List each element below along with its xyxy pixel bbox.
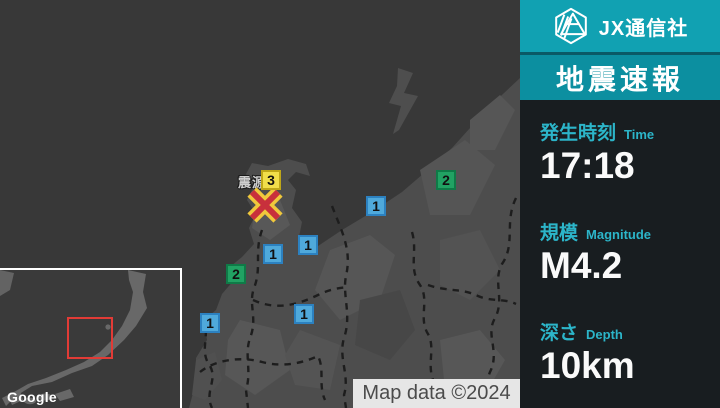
magnitude-label-ja: 規模 <box>540 223 579 244</box>
depth-label-en: Depth <box>586 327 623 342</box>
brand-name: JX通信社 <box>598 17 689 40</box>
intensity-marker: 1 <box>200 313 220 333</box>
magnitude-value: M4.2 <box>540 245 623 286</box>
quake-info-panel: 発生時刻 Time 17:18 規模 Magnitude M4.2 深さ Dep… <box>520 100 720 387</box>
time-value: 17:18 <box>540 145 635 186</box>
brand-header: JX通信社 <box>520 0 720 55</box>
overview-inset-map[interactable]: Google <box>0 268 182 408</box>
time-label-en: Time <box>624 127 655 142</box>
map-attribution: Map data ©2024 <box>353 379 520 408</box>
epicenter-x-icon <box>247 187 283 223</box>
alert-title-band: 地震速報 <box>520 55 720 100</box>
intensity-marker: 1 <box>298 235 318 255</box>
intensity-marker: 1 <box>294 304 314 324</box>
intensity-marker: 2 <box>436 170 456 190</box>
alert-title: 地震速報 <box>555 63 684 95</box>
section-depth: 深さ Depth 10km <box>540 318 720 387</box>
time-label-ja: 発生時刻 <box>540 123 617 144</box>
inset-japan-map <box>0 270 180 408</box>
depth-label-ja: 深さ <box>540 323 579 344</box>
section-magnitude: 規模 Magnitude M4.2 <box>540 218 720 287</box>
depth-value: 10km <box>540 345 635 386</box>
intensity-marker: 2 <box>226 264 246 284</box>
jx-hexagon-logo-icon <box>554 7 587 45</box>
google-logo[interactable]: Google <box>7 389 58 405</box>
inset-viewport-rect <box>67 317 113 359</box>
alert-sidebar: JX通信社 地震速報 発生時刻 Time 17:18 規模 Magnitude … <box>520 0 720 408</box>
intensity-marker: 1 <box>263 244 283 264</box>
epicenter-label: 震源 <box>238 175 267 190</box>
section-time: 発生時刻 Time 17:18 <box>540 118 720 187</box>
intensity-marker: 3 <box>261 170 281 190</box>
intensity-marker: 1 <box>366 196 386 216</box>
magnitude-label-en: Magnitude <box>586 227 652 242</box>
